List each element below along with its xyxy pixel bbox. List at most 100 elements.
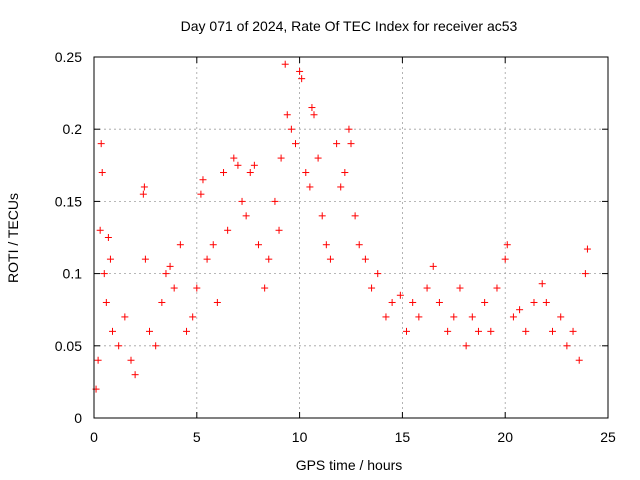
data-point	[176, 241, 184, 249]
axis-ticks	[93, 56, 609, 419]
data-point	[409, 298, 417, 306]
data-point	[308, 104, 316, 112]
x-tick-labels: 0 5 10 15 20 25	[90, 429, 616, 445]
data-point	[199, 176, 207, 184]
data-point	[152, 342, 160, 350]
data-point	[277, 154, 285, 162]
data-point	[109, 327, 117, 335]
plot-frame	[93, 56, 609, 419]
data-point	[351, 212, 359, 220]
data-point	[275, 226, 283, 234]
data-point	[583, 245, 591, 253]
data-point	[429, 262, 437, 270]
y-tick-label: 0.05	[55, 338, 82, 354]
data-point	[213, 298, 221, 306]
data-point	[271, 197, 279, 205]
data-point	[98, 169, 106, 177]
data-point	[246, 169, 254, 177]
y-axis-title: ROTI / TECUs	[5, 193, 21, 283]
data-point	[140, 183, 148, 191]
data-point	[209, 241, 217, 249]
data-point	[146, 327, 154, 335]
data-point	[224, 226, 232, 234]
data-point	[102, 298, 110, 306]
data-point	[298, 75, 306, 83]
y-tick-label: 0.25	[55, 49, 82, 65]
data-point	[347, 140, 355, 148]
data-point	[468, 313, 476, 321]
data-point	[501, 255, 509, 263]
data-point	[121, 313, 129, 321]
x-axis-title: GPS time / hours	[296, 457, 403, 473]
data-point	[265, 255, 273, 263]
x-tick-label: 15	[395, 429, 411, 445]
y-tick-label: 0.15	[55, 193, 82, 209]
data-point	[450, 313, 458, 321]
data-point	[361, 255, 369, 263]
data-point	[158, 298, 166, 306]
x-tick-label: 25	[600, 429, 616, 445]
y-tick-labels: 0 0.05 0.1 0.15 0.2 0.25	[55, 49, 82, 426]
data-point	[493, 284, 501, 292]
data-point	[444, 327, 452, 335]
data-point	[415, 313, 423, 321]
data-point	[581, 270, 589, 278]
data-point	[563, 342, 571, 350]
data-point	[462, 342, 470, 350]
data-point	[374, 270, 382, 278]
data-point	[388, 298, 396, 306]
data-point	[538, 280, 546, 288]
data-point	[170, 284, 178, 292]
data-point	[557, 313, 565, 321]
data-point	[481, 298, 489, 306]
data-point	[97, 140, 105, 148]
data-point	[322, 241, 330, 249]
data-point	[106, 255, 114, 263]
data-point	[456, 284, 464, 292]
data-points	[92, 60, 591, 393]
data-point	[575, 356, 583, 364]
data-point	[234, 161, 242, 169]
data-point	[435, 298, 443, 306]
data-point	[306, 183, 314, 191]
x-tick-label: 10	[292, 429, 308, 445]
data-point	[141, 255, 149, 263]
data-point	[242, 212, 250, 220]
data-point	[230, 154, 238, 162]
data-point	[283, 111, 291, 119]
data-point	[487, 327, 495, 335]
data-point	[96, 226, 104, 234]
x-tick-label: 5	[193, 429, 201, 445]
data-point	[396, 291, 404, 299]
data-point	[326, 255, 334, 263]
data-point	[310, 111, 318, 119]
data-point	[100, 270, 108, 278]
data-point	[183, 327, 191, 335]
data-point	[254, 241, 262, 249]
data-point	[189, 313, 197, 321]
grid-lines	[94, 57, 608, 418]
data-point	[548, 327, 556, 335]
data-point	[355, 241, 363, 249]
y-tick-label: 0	[74, 410, 82, 426]
data-point	[115, 342, 123, 350]
data-point	[382, 313, 390, 321]
data-point	[261, 284, 269, 292]
data-point	[162, 270, 170, 278]
data-point	[197, 190, 205, 198]
data-point	[522, 327, 530, 335]
data-point	[250, 161, 258, 169]
data-point	[166, 262, 174, 270]
data-point	[220, 169, 228, 177]
data-point	[302, 169, 310, 177]
data-point	[542, 298, 550, 306]
data-point	[337, 183, 345, 191]
data-point	[345, 125, 353, 133]
data-point	[503, 241, 511, 249]
data-point	[291, 140, 299, 148]
data-point	[474, 327, 482, 335]
data-point	[569, 327, 577, 335]
data-point	[314, 154, 322, 162]
data-point	[516, 306, 524, 314]
